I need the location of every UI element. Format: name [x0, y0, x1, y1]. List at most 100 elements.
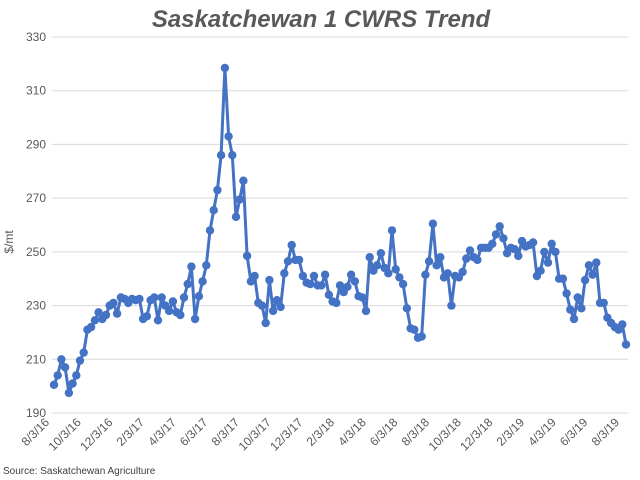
y-tick-label: 290: [26, 137, 46, 151]
data-point: [332, 298, 341, 308]
data-point: [142, 312, 152, 321]
y-axis-ticks: 190 210 230 250 270 290 310 330: [26, 30, 46, 420]
data-point: [410, 325, 419, 334]
data-point: [168, 297, 178, 306]
data-point: [361, 306, 371, 316]
data-point: [495, 222, 504, 231]
data-point: [64, 388, 74, 398]
data-point: [536, 266, 545, 275]
data-point: [588, 270, 597, 279]
data-point: [190, 314, 200, 324]
data-point: [294, 255, 304, 265]
x-tick-label: 4/3/18: [335, 415, 369, 449]
data-point: [198, 277, 207, 286]
data-point: [365, 253, 374, 262]
data-point: [384, 269, 393, 278]
data-point: [350, 277, 360, 286]
data-point: [75, 356, 85, 365]
data-point: [49, 380, 59, 389]
data-point: [402, 304, 412, 313]
data-point: [239, 176, 248, 185]
data-point: [242, 251, 252, 261]
data-point: [216, 151, 226, 160]
series-line: [52, 66, 628, 395]
y-tick-label: 230: [26, 299, 46, 313]
data-point: [224, 132, 233, 141]
data-point: [421, 270, 430, 279]
data-point: [317, 281, 326, 290]
data-point: [398, 279, 408, 289]
data-point: [577, 304, 586, 313]
data-point: [580, 275, 590, 285]
data-point: [150, 293, 159, 302]
data-point: [599, 298, 608, 308]
data-point: [551, 247, 560, 257]
data-point: [424, 257, 434, 266]
data-point: [372, 261, 382, 270]
chart-title: Saskatchewan 1 CWRS Trend: [152, 6, 492, 33]
x-tick-label: 6/3/17: [177, 415, 211, 449]
x-tick-label: 10/3/17: [236, 415, 274, 453]
data-point: [205, 226, 215, 235]
data-point: [179, 293, 189, 302]
data-point: [417, 332, 426, 341]
y-tick-label: 330: [26, 30, 46, 44]
data-point: [53, 371, 62, 380]
x-tick-label: 10/3/18: [426, 415, 464, 453]
gridlines: [52, 36, 628, 414]
data-point: [558, 274, 568, 283]
data-point: [86, 322, 96, 332]
data-point: [228, 151, 237, 160]
x-tick-label: 2/3/17: [114, 415, 148, 449]
data-point: [101, 310, 111, 320]
data-point: [562, 289, 571, 298]
data-point: [202, 261, 211, 270]
y-tick-label: 270: [26, 191, 46, 205]
data-point: [109, 298, 118, 308]
price-series: [49, 63, 631, 398]
data-point: [346, 270, 356, 279]
data-point: [491, 230, 501, 239]
data-point: [395, 273, 404, 282]
data-point: [272, 296, 282, 305]
data-point: [432, 261, 441, 270]
y-tick-label: 250: [26, 245, 46, 259]
x-tick-label: 12/3/16: [77, 415, 115, 453]
data-point: [499, 234, 508, 243]
data-point: [436, 253, 445, 262]
x-tick-label: 2/3/18: [304, 415, 338, 449]
data-point: [387, 226, 397, 235]
data-point: [358, 293, 367, 302]
data-point: [573, 293, 582, 302]
data-point: [283, 257, 293, 266]
data-point: [265, 275, 274, 285]
x-tick-label: 2/3/19: [494, 415, 528, 449]
x-tick-label: 6/3/18: [367, 415, 401, 449]
data-point: [462, 254, 471, 263]
data-point: [618, 320, 627, 329]
data-point: [343, 282, 352, 291]
x-tick-label: 8/3/19: [589, 415, 623, 449]
data-point: [112, 309, 122, 318]
data-point: [443, 269, 452, 278]
data-point: [94, 308, 103, 317]
data-point: [194, 292, 204, 301]
data-point: [298, 271, 308, 281]
data-point: [235, 195, 244, 204]
data-point: [306, 279, 315, 289]
data-point: [280, 269, 289, 278]
source-note: Source: Saskatchewan Agriculture: [3, 466, 156, 477]
data-point: [465, 246, 475, 255]
data-point: [391, 265, 400, 274]
data-point: [514, 251, 523, 261]
data-point: [231, 212, 241, 222]
data-point: [543, 258, 553, 267]
data-point: [57, 355, 66, 364]
y-tick-label: 310: [26, 84, 46, 98]
data-point: [320, 270, 330, 279]
data-point: [287, 240, 296, 250]
data-point: [135, 294, 144, 304]
x-tick-label: 12/3/18: [457, 415, 495, 453]
data-point: [566, 305, 575, 314]
data-point: [473, 255, 482, 265]
